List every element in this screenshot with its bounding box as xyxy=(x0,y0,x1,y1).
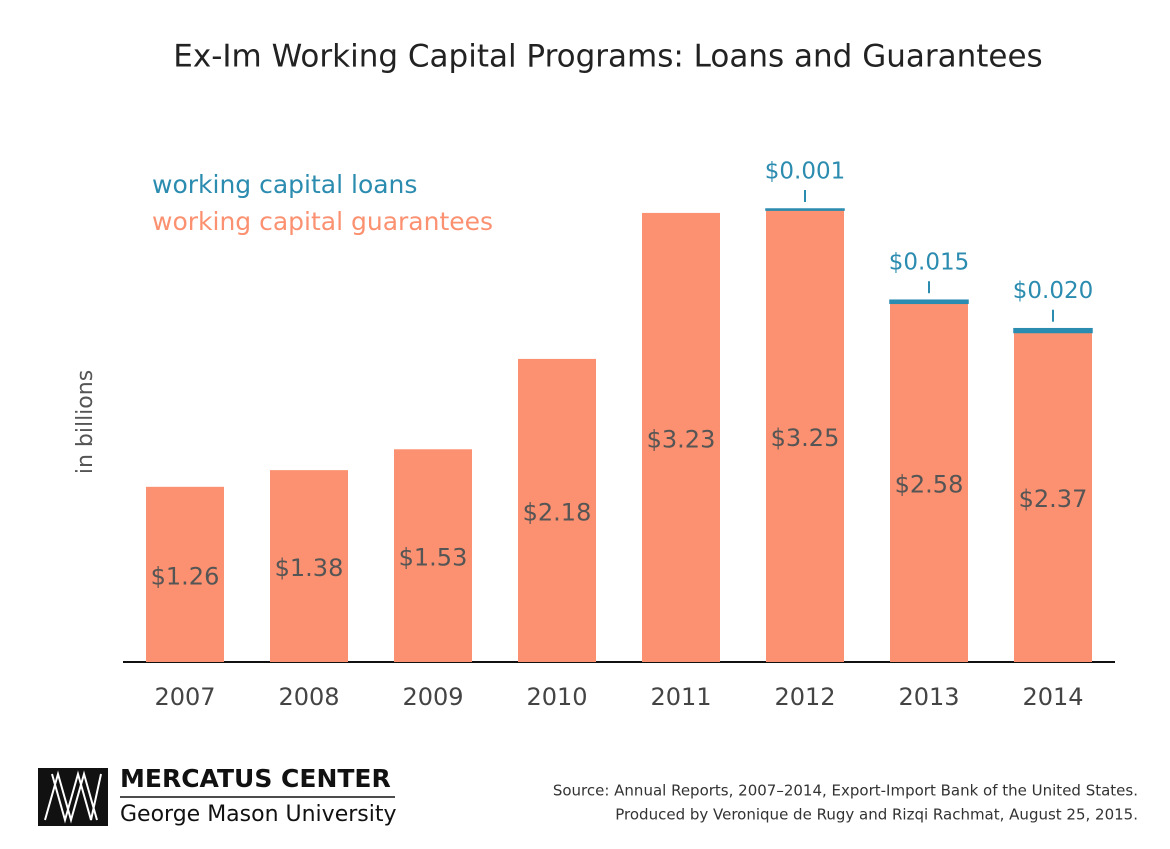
bar xyxy=(270,470,348,662)
legend-entry: working capital loans xyxy=(152,170,417,199)
bar xyxy=(766,210,844,662)
x-tick-label: 2008 xyxy=(278,683,339,711)
logo-subtitle: George Mason University xyxy=(120,802,397,827)
x-tick-label: 2007 xyxy=(154,683,215,711)
bar xyxy=(642,212,720,662)
x-tick-label: 2009 xyxy=(402,683,463,711)
logo-title: MERCATUS CENTER xyxy=(120,764,391,793)
bar xyxy=(889,299,969,305)
bar xyxy=(765,208,845,211)
x-tick-label: 2011 xyxy=(650,683,711,711)
credit: Produced by Veronique de Rugy and Rizqi … xyxy=(615,806,1138,824)
bar xyxy=(890,303,968,662)
legend-entry: working capital guarantees xyxy=(152,207,493,236)
value-label: $3.25 xyxy=(771,424,840,452)
y-axis-label: in billions xyxy=(73,370,98,474)
value-label: $2.18 xyxy=(523,498,592,526)
bar xyxy=(394,449,472,662)
value-label: $2.58 xyxy=(895,471,964,499)
logo: MERCATUS CENTER George Mason University xyxy=(38,764,397,827)
bar xyxy=(518,358,596,662)
value-label: $1.53 xyxy=(399,544,468,572)
x-tick-label: 2013 xyxy=(898,683,959,711)
chart-title: Ex-Im Working Capital Programs: Loans an… xyxy=(173,39,1042,75)
value-label: $0.001 xyxy=(765,159,845,185)
x-tick-label: 2014 xyxy=(1022,683,1083,711)
x-tick-label: 2012 xyxy=(774,683,835,711)
value-label: $1.38 xyxy=(275,554,344,582)
bar xyxy=(1013,327,1093,334)
value-label: $0.020 xyxy=(1013,278,1093,304)
bar xyxy=(1014,332,1092,662)
value-label: $2.37 xyxy=(1019,485,1088,513)
source: Source: Annual Reports, 2007–2014, Expor… xyxy=(553,782,1138,800)
value-label: $0.015 xyxy=(889,250,969,276)
value-label: $1.26 xyxy=(151,562,220,590)
value-label: $3.23 xyxy=(647,425,716,453)
logo-mark xyxy=(38,768,108,826)
x-tick-label: 2010 xyxy=(526,683,587,711)
bar xyxy=(146,486,224,662)
